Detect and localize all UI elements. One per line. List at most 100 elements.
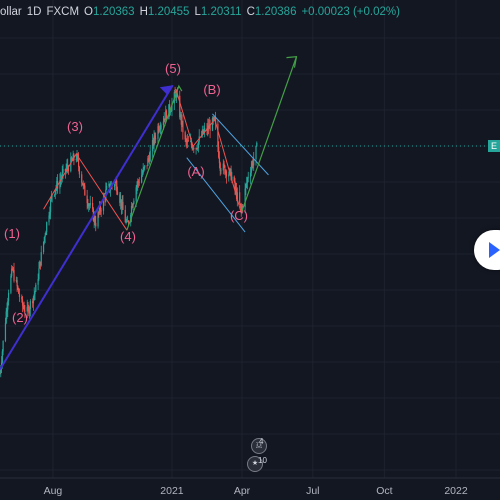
eu-flag-icon[interactable]: ★ [247,456,263,472]
candle-body [6,309,8,312]
candle-body [72,154,74,161]
candle-body [55,187,57,191]
candle-body [218,157,221,164]
candle-body [93,215,95,221]
candle-body [176,94,178,98]
candle-body [203,130,205,134]
candle-body [125,221,127,223]
candle-body [27,306,29,308]
candle-body [44,235,46,237]
impulse-arrow-line [0,84,174,370]
candle-body [99,205,101,213]
event-count-us: 4 [259,437,264,446]
candle-body [213,117,215,120]
wave-3-lines [43,152,128,231]
candle-body [148,158,150,160]
candle-body [34,291,36,294]
wave-label: (1) [4,226,20,241]
candle-body [122,201,124,210]
candle-body [193,148,195,150]
candle-body [242,206,244,208]
candle-body [81,174,83,183]
low-value: 1.20311 [200,6,242,18]
candle-body [230,168,232,180]
candle-body [16,280,18,287]
open-value: 1.20363 [92,6,135,18]
candle-body [54,190,56,195]
candle-body [130,205,133,215]
candle-body [100,210,102,212]
candle-body [190,141,192,142]
candle-body [59,180,61,189]
candle-body [48,215,50,223]
candle-body [181,120,183,125]
interval-label[interactable]: 1D [26,6,42,18]
candle-body [120,199,122,203]
candle-body [256,142,258,146]
candle-body [211,118,214,131]
candle-body [142,168,144,174]
candle-body [21,299,24,306]
candle-body [56,181,58,188]
candle-body [26,306,28,312]
x-tick-label: 2022 [444,485,468,497]
candle-body [155,138,157,140]
candle-body [245,184,247,189]
replay-play-button[interactable] [474,230,500,270]
candle-body [28,307,30,314]
change-value: +0.00023 (+0.02%) [301,6,400,18]
candle-body [158,129,161,131]
candle-body [191,144,193,149]
x-tick-label: Apr [234,485,251,497]
low-label: L [194,6,201,18]
candle-body [255,145,257,160]
candle-body [94,215,96,223]
candle-body [82,183,84,186]
candle-body [21,296,23,300]
candle-body [53,194,56,196]
candle-body [88,204,90,207]
channel-lower [186,157,246,233]
candle-body [149,150,151,162]
candle-body [247,177,249,179]
candle-body [135,187,137,201]
candle-body [174,92,176,94]
candle-body [249,172,252,178]
candle-body [62,169,64,173]
high-label: H [139,6,148,18]
wave-label: (B) [203,82,220,97]
candle-body [170,110,172,112]
candle-body [186,140,189,143]
candle-body [197,147,199,149]
candle-body [222,163,224,171]
candle-body [235,188,238,199]
candle-body [187,140,189,142]
symbol-name[interactable]: ollar [0,6,22,18]
candle-body [241,206,243,211]
candle-body [78,167,80,175]
candle-body [220,170,222,172]
candle-body [186,140,188,143]
candle-body [65,168,67,172]
candle-body [46,222,48,233]
candle-body [29,301,31,310]
candle-body [138,181,140,183]
candle-body [116,180,118,192]
candle-body [127,220,129,222]
candle-body [120,199,122,209]
candle-body [45,232,47,236]
open-label: O [84,6,93,18]
candle-body [165,110,168,120]
candle-body [235,188,237,190]
candle-body [239,203,242,206]
us-flag-icon[interactable]: 🇺 [251,438,267,454]
candle-body [67,167,70,172]
candle-body [137,181,140,182]
candle-body [204,128,206,131]
candle-body [51,195,53,197]
candle-body [197,141,200,148]
candle-body [75,158,77,161]
candle-body [234,181,236,189]
candle-body [49,212,51,216]
